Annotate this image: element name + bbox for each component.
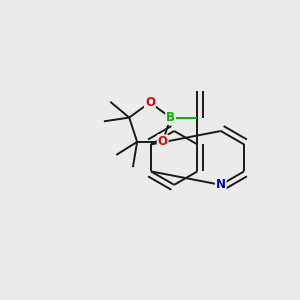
Text: B: B (166, 111, 175, 124)
Text: O: O (158, 135, 168, 148)
Text: O: O (145, 96, 155, 109)
Text: N: N (216, 178, 226, 191)
